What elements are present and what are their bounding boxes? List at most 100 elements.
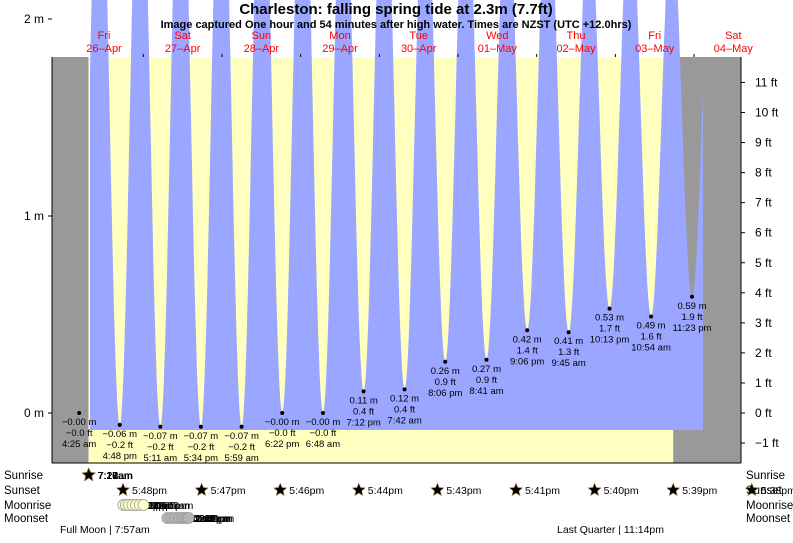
sunset-star-icon (430, 482, 445, 496)
right-tick-label-4: 3 ft (755, 316, 772, 330)
low-tide-m: −0.07 m (143, 431, 178, 442)
low-tide-m: 0.59 m (677, 301, 706, 312)
sunrise-time: 7:16am (97, 470, 132, 482)
moonrise-time: 10:55pm (149, 500, 190, 512)
day-name-5: Wed (486, 30, 508, 42)
low-tide-time: 6:48 am (306, 439, 340, 450)
day-date-6: 02–May (556, 43, 596, 55)
low-tide-m: 0.41 m (554, 336, 583, 347)
low-tide-ft: −0.2 ft (228, 442, 255, 453)
low-tide-time: 6:22 pm (265, 439, 299, 450)
sunset-time: 5:40pm (604, 485, 639, 497)
day-date-7: 03–May (635, 43, 675, 55)
low-tide-point (77, 411, 82, 415)
row-label-left-sunset: Sunset (4, 485, 41, 497)
moonrise-time: 9:46pm (145, 500, 180, 512)
day-name-7: Fri (648, 30, 661, 42)
row-label-left-moonset: Moonset (4, 513, 49, 525)
low-tide-ft: −0.0 ft (66, 428, 93, 439)
sunset-time: 5:41pm (525, 485, 560, 497)
day-name-2: Sun (252, 30, 272, 42)
low-tide-point (198, 424, 203, 429)
low-tide-point (649, 314, 654, 319)
sunset-star-icon (744, 482, 759, 496)
sunrise-time: 7:17am (98, 470, 133, 482)
day-name-6: Thu (567, 30, 586, 42)
low-tide-m: −0.07 m (224, 431, 259, 442)
moonset-time: 11:42am (191, 513, 231, 525)
low-tide-point (566, 330, 571, 335)
sunset-star-icon (351, 482, 366, 496)
low-tide-ft: −0.2 ft (106, 440, 133, 451)
moonset-time: 12:31pm (193, 513, 234, 525)
sunrise-time: 7:20am (98, 470, 133, 482)
low-tide-ft: −0.0 ft (269, 428, 296, 439)
sunset-time: 5:48pm (132, 485, 167, 497)
low-tide-ft: 0.9 ft (476, 375, 497, 386)
low-tide-time: 7:42 am (387, 415, 421, 426)
row-label-left-moonrise: Moonrise (4, 500, 51, 512)
low-tide-ft: −0.2 ft (147, 442, 174, 453)
low-tide-time: 11:23 pm (673, 323, 712, 334)
low-tide-time: 9:06 pm (510, 356, 544, 367)
right-tick-label-9: 8 ft (755, 166, 772, 180)
sunrise-time: 7:18am (98, 470, 133, 482)
low-tide-point (525, 328, 530, 333)
right-tick-label-5: 4 ft (755, 286, 772, 300)
low-tide-point (484, 357, 489, 362)
sunrise-time: 7:21am (98, 470, 133, 482)
low-tide-m: −0.06 m (102, 429, 137, 440)
low-tide-time: 8:06 pm (428, 388, 462, 399)
sunset-time: 5:43pm (446, 485, 481, 497)
moonset-time: 10:46am (188, 513, 229, 525)
low-tide-time: 8:41 am (469, 386, 503, 397)
low-tide-ft: 1.7 ft (599, 324, 620, 335)
low-tide-time: 10:13 pm (590, 335, 630, 346)
right-tick-label-10: 9 ft (755, 136, 772, 150)
low-tide-ft: 0.9 ft (435, 377, 456, 388)
sunrise-time: 7:23am (98, 470, 133, 482)
sunset-time: 5:44pm (368, 485, 403, 497)
low-tide-ft: 0.4 ft (394, 404, 415, 415)
low-tide-ft: 1.9 ft (681, 312, 702, 323)
sunset-star-icon (587, 482, 602, 496)
day-date-5: 01–May (478, 43, 518, 55)
day-date-8: 04–May (714, 43, 754, 55)
sunset-time: 5:39pm (682, 485, 717, 497)
low-tide-point (280, 411, 285, 415)
left-tick-label-2: 2 m (24, 12, 44, 26)
low-tide-m: 0.27 m (472, 364, 501, 375)
right-tick-label-6: 5 ft (755, 256, 772, 270)
plot-frame: Fri26–AprSat27–AprSun28–AprMon29–AprTue3… (24, 12, 779, 464)
sun-moon-table: Sunrise Sunrise 7:16am7:17am7:18am7:19am7:… (4, 467, 793, 536)
sunset-star-icon (194, 482, 209, 496)
right-tick-label-8: 7 ft (755, 196, 772, 210)
low-tide-time: 4:48 pm (103, 451, 137, 462)
low-tide-m: 0.11 m (349, 395, 377, 406)
chart-title: Charleston: falling spring tide at 2.3m … (239, 1, 552, 18)
moonrise-time: 12:03am (152, 500, 193, 512)
low-tide-ft: −0.2 ft (188, 442, 215, 453)
low-tide-point (690, 294, 695, 299)
right-tick-label-1: 0 ft (755, 406, 772, 420)
sunrise-time: 7:19am (98, 470, 133, 482)
left-tick-label-0: 0 m (24, 406, 44, 420)
left-tick-label-1: 1 m (24, 209, 44, 223)
tide-area (90, 0, 703, 430)
sunset-star-icon (273, 482, 288, 496)
moonrise-icon (137, 499, 150, 511)
low-tide-m: −0.00 m (306, 417, 341, 428)
low-tide-ft: −0.0 ft (310, 428, 337, 439)
row-label-right-moonrise: Moonrise (746, 500, 793, 512)
day-date-4: 30–Apr (401, 43, 437, 55)
low-tide-point (158, 424, 163, 429)
low-tide-m: 0.49 m (637, 320, 666, 331)
moon-phase-full: Full Moon | 7:57am (60, 524, 150, 536)
low-tide-ft: 1.6 ft (641, 331, 662, 342)
moon-phase-last-quarter: Last Quarter | 11:14pm (557, 524, 664, 536)
day-date-3: 29–Apr (322, 43, 358, 55)
right-tick-label-7: 6 ft (755, 226, 772, 240)
